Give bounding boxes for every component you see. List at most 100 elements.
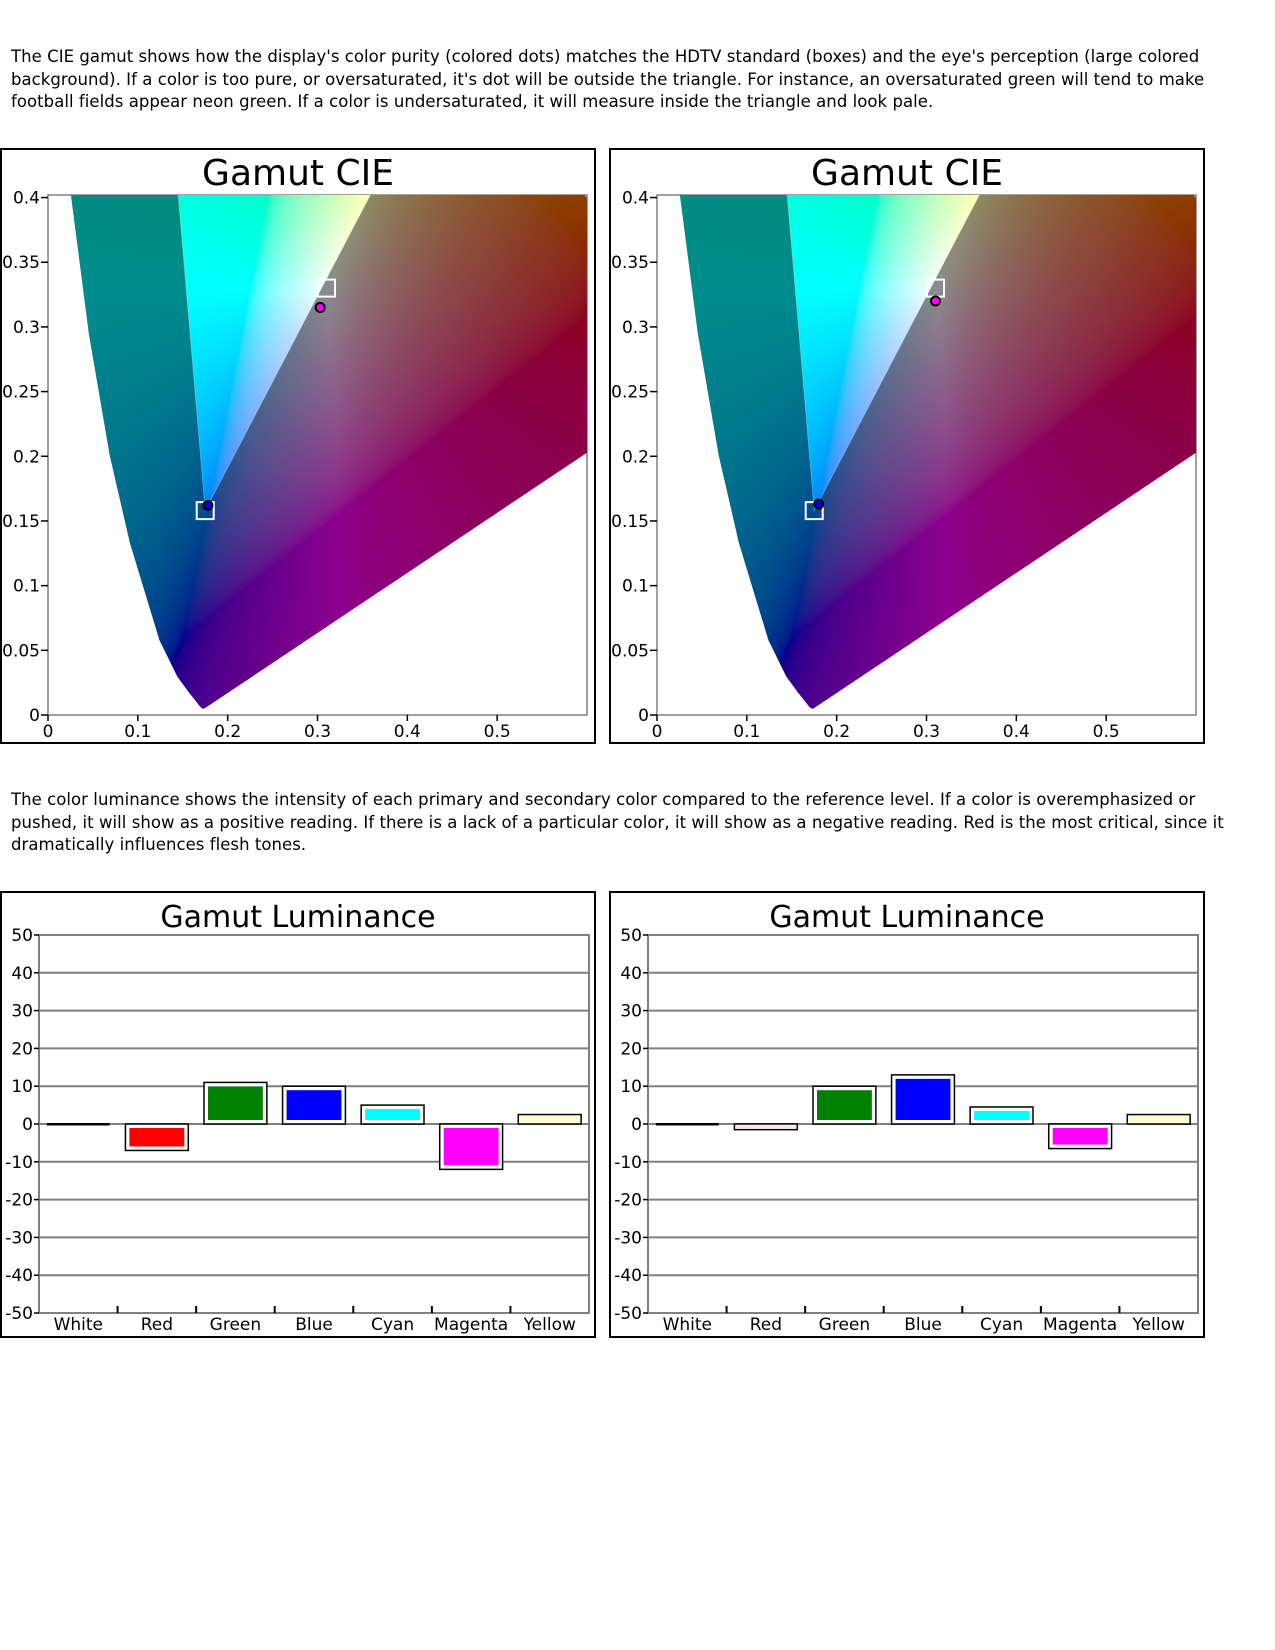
y-tick-label: 0.05 <box>2 641 40 661</box>
y-tick-label: -20 <box>614 1191 642 1211</box>
luminance-chart-panel-2: Gamut Luminance 50 40 30 20 10 0 -10 -20 -30 -40 -5… <box>609 891 1205 1338</box>
cie-chart-svg: Gamut CIE 0 0.05 0.1 0.15 0.2 0.25 0.3 0.35 0.4 0.… <box>611 150 1197 742</box>
bar-magenta <box>1047 1123 1113 1150</box>
bar-magenta <box>438 1123 504 1171</box>
y-tick-label: 0.15 <box>611 512 649 532</box>
x-tick-label: 0.4 <box>1003 722 1030 742</box>
y-tick-label: 0 <box>22 1115 33 1135</box>
x-tick-label: 0 <box>43 722 54 742</box>
x-tick-label: 0.3 <box>913 722 940 742</box>
measured-dot-blue <box>813 498 825 510</box>
category-label-yellow: Yellow <box>1132 1315 1185 1335</box>
category-label-magenta: Magenta <box>1043 1315 1117 1335</box>
bar-cyan <box>360 1104 425 1125</box>
measured-dot-magenta <box>929 295 941 307</box>
target-box-magenta <box>316 278 336 298</box>
y-tick-label: 40 <box>620 964 642 984</box>
bar-yellow <box>517 1113 582 1125</box>
x-tick-label: 0.4 <box>394 722 421 742</box>
category-label-white: White <box>663 1315 712 1335</box>
y-tick-label: 30 <box>11 1002 33 1022</box>
luminance-description: The color luminance shows the intensity … <box>11 790 1224 854</box>
y-tick-label: 0.4 <box>13 189 40 209</box>
bar-white <box>46 1123 110 1126</box>
x-tick-label: 0.3 <box>304 722 331 742</box>
y-tick-label: 0.3 <box>622 318 649 338</box>
y-tick-label: 0.2 <box>13 447 40 467</box>
y-tick-label: 0 <box>29 706 40 726</box>
y-tick-label: 0.2 <box>622 447 649 467</box>
y-tick-label: 0.25 <box>611 383 649 403</box>
y-tick-label: 0.3 <box>13 318 40 338</box>
y-tick-label: 0.35 <box>611 253 649 273</box>
x-tick-label: 0.1 <box>124 722 151 742</box>
target-gamut-triangle <box>173 150 395 513</box>
bar-white <box>655 1123 719 1126</box>
category-label-red: Red <box>750 1315 782 1335</box>
luminance-chart-svg: Gamut Luminance 50 40 30 20 10 0 -10 -20 -30 -40 -5… <box>5 900 590 1335</box>
category-label-green: Green <box>210 1315 261 1335</box>
y-tick-label: 20 <box>11 1039 33 1059</box>
category-label-green: Green <box>819 1315 870 1335</box>
y-tick-label: 0.15 <box>2 512 40 532</box>
bar-green <box>812 1085 877 1125</box>
y-tick-label: 0.25 <box>2 383 40 403</box>
y-tick-label: -10 <box>614 1153 642 1173</box>
target-gamut-triangle <box>782 150 1004 513</box>
bar-cyan <box>969 1106 1034 1125</box>
y-tick-label: 0.35 <box>2 253 40 273</box>
category-label-yellow: Yellow <box>523 1315 576 1335</box>
y-tick-label: 50 <box>620 926 642 946</box>
category-label-red: Red <box>141 1315 173 1335</box>
y-tick-label: -10 <box>5 1153 33 1173</box>
category-label-blue: Blue <box>904 1315 942 1335</box>
x-tick-label: 0.5 <box>484 722 511 742</box>
bar-blue <box>890 1074 956 1125</box>
measured-dot-magenta <box>314 302 326 314</box>
y-tick-label: -40 <box>5 1266 33 1286</box>
y-tick-label: 10 <box>620 1077 642 1097</box>
bar-yellow <box>1126 1113 1191 1125</box>
cie-chart-panel-1: Gamut CIE 0 0.05 0.1 0.15 0.2 0.25 0.3 0.35 0.4 0.… <box>0 148 596 744</box>
luminance-chart-svg: Gamut Luminance 50 40 30 20 10 0 -10 -20 -30 -40 -5… <box>614 900 1199 1335</box>
y-tick-label: 30 <box>620 1002 642 1022</box>
y-tick-label: 0 <box>638 706 649 726</box>
bar-green <box>203 1081 268 1125</box>
luminance-chart-panel-1: Gamut Luminance 50 40 30 20 10 0 -10 -20 -30 -40 -5… <box>0 891 596 1338</box>
category-label-white: White <box>54 1315 103 1335</box>
bar-blue <box>281 1085 347 1125</box>
y-tick-label: 0.1 <box>13 577 40 597</box>
x-tick-label: 0 <box>652 722 663 742</box>
chart-title: Gamut CIE <box>811 153 1003 194</box>
cie-chart-svg: Gamut CIE 0 0.05 0.1 0.15 0.2 0.25 0.3 0.35 0.4 0.… <box>2 150 588 742</box>
y-tick-label: -30 <box>614 1228 642 1248</box>
category-label-cyan: Cyan <box>980 1315 1023 1335</box>
y-tick-label: -50 <box>614 1304 642 1324</box>
y-tick-label: -30 <box>5 1228 33 1248</box>
cie-chart-panel-2: Gamut CIE 0 0.05 0.1 0.15 0.2 0.25 0.3 0.35 0.4 0.… <box>609 148 1205 744</box>
category-label-magenta: Magenta <box>434 1315 508 1335</box>
category-label-cyan: Cyan <box>371 1315 414 1335</box>
y-tick-label: -20 <box>5 1191 33 1211</box>
y-tick-label: 0 <box>631 1115 642 1135</box>
bar-red <box>733 1123 799 1131</box>
measured-dot-blue <box>202 499 214 511</box>
x-tick-label: 0.2 <box>214 722 241 742</box>
x-tick-label: 0.2 <box>823 722 850 742</box>
y-tick-label: 10 <box>11 1077 33 1097</box>
y-tick-label: 0.05 <box>611 641 649 661</box>
chart-title: Gamut Luminance <box>160 900 435 935</box>
gamut-description: The CIE gamut shows how the display's co… <box>11 47 1205 111</box>
x-tick-label: 0.5 <box>1093 722 1120 742</box>
y-tick-label: 20 <box>620 1039 642 1059</box>
chart-title: Gamut Luminance <box>769 900 1044 935</box>
x-tick-label: 0.1 <box>733 722 760 742</box>
y-tick-label: -40 <box>614 1266 642 1286</box>
chart-title: Gamut CIE <box>202 153 394 194</box>
y-tick-label: 0.1 <box>622 577 649 597</box>
y-tick-label: 50 <box>11 926 33 946</box>
category-label-blue: Blue <box>295 1315 333 1335</box>
y-tick-label: -50 <box>5 1304 33 1324</box>
bar-red <box>124 1123 190 1152</box>
y-tick-label: 0.4 <box>622 189 649 209</box>
